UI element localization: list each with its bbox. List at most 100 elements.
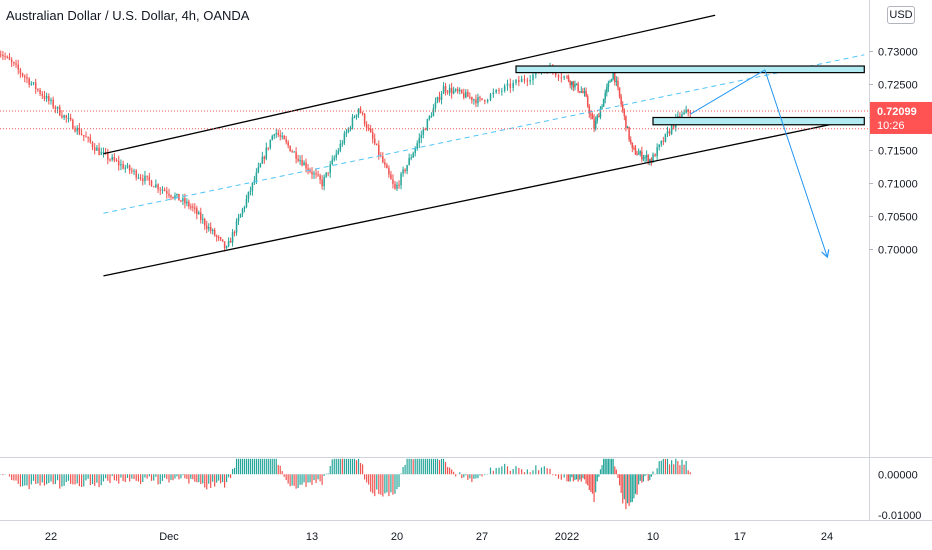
candle-body [420, 134, 423, 138]
candle [481, 98, 483, 101]
candle-body [109, 159, 111, 161]
candle [321, 175, 323, 190]
resistance-zone[interactable] [515, 65, 865, 74]
candle [448, 84, 451, 96]
candle-body [557, 75, 560, 78]
currency-button[interactable]: USD [887, 6, 915, 24]
candle [672, 124, 675, 130]
candle [43, 90, 46, 102]
candle [279, 129, 281, 141]
candle [557, 73, 560, 81]
candle [347, 127, 350, 134]
candle [526, 77, 529, 87]
candle-body [233, 232, 236, 234]
candle-body [357, 108, 360, 115]
candle-body [311, 171, 313, 175]
candle-body [465, 91, 467, 98]
candle [329, 160, 331, 178]
candle [426, 118, 429, 131]
candle-body [104, 152, 107, 154]
candle [452, 86, 455, 95]
candle [398, 180, 400, 189]
candle [408, 153, 410, 166]
candle [416, 140, 419, 151]
candle-body [479, 97, 481, 99]
candle-body [620, 96, 622, 105]
candle-body [526, 80, 529, 82]
candle-body [161, 189, 164, 191]
time-tick-label: 24 [821, 531, 833, 543]
candle [601, 104, 603, 110]
candle-body [155, 184, 157, 188]
candle [259, 162, 262, 168]
support-zone[interactable] [652, 116, 865, 126]
candle-body [402, 169, 404, 174]
candle-body [566, 76, 568, 78]
candle-body [163, 189, 166, 192]
candle [585, 87, 587, 98]
candle-body [39, 89, 41, 94]
candle [633, 145, 635, 151]
candle [24, 74, 26, 83]
candle [628, 126, 630, 142]
candle [150, 179, 153, 187]
candle [563, 75, 565, 81]
candle [245, 194, 248, 209]
candle-body [194, 207, 196, 209]
candle [683, 109, 685, 115]
candle-body [642, 158, 645, 160]
candle-body [456, 89, 459, 92]
candle-body [398, 184, 400, 186]
candle [380, 152, 382, 158]
candle [225, 245, 228, 250]
candle-body [641, 151, 643, 160]
candle [654, 153, 656, 157]
candle [166, 186, 168, 199]
candle [170, 194, 172, 201]
candle-body [615, 80, 618, 82]
candle-body [501, 90, 503, 92]
candle [660, 140, 663, 147]
candle [239, 213, 242, 218]
candle [456, 86, 459, 94]
candle-body [215, 235, 218, 237]
candle [394, 180, 396, 190]
candle [50, 97, 52, 105]
candle [607, 80, 610, 92]
candle-body [200, 212, 202, 220]
candle-body [349, 127, 352, 129]
candle [571, 81, 573, 91]
candle-body [223, 241, 226, 248]
candle [271, 134, 274, 141]
candle [124, 164, 127, 173]
candle [359, 106, 362, 114]
candle-body [217, 236, 220, 238]
candle-body [660, 140, 663, 145]
candle-body [174, 195, 176, 198]
candle [243, 205, 246, 213]
candle [642, 154, 645, 161]
candle-body [509, 83, 512, 88]
candle-body [146, 175, 148, 177]
time-tick-label: 22 [45, 531, 57, 543]
candle [351, 113, 354, 130]
candle-body [442, 86, 445, 94]
candle-body [523, 78, 526, 81]
candle-body [172, 197, 174, 199]
candle-body [446, 91, 449, 93]
candle [378, 140, 380, 160]
candle-body [637, 153, 640, 155]
candle [355, 114, 358, 120]
candle [430, 112, 433, 118]
candle-body [361, 112, 364, 115]
projection-path[interactable] [690, 69, 827, 256]
candle [400, 171, 402, 190]
candle-body [67, 117, 70, 119]
candle-body [133, 170, 135, 172]
candle-body [263, 156, 266, 159]
candle [269, 139, 272, 150]
candle [574, 80, 576, 91]
candle-body [239, 214, 242, 218]
candle-body [245, 198, 248, 207]
